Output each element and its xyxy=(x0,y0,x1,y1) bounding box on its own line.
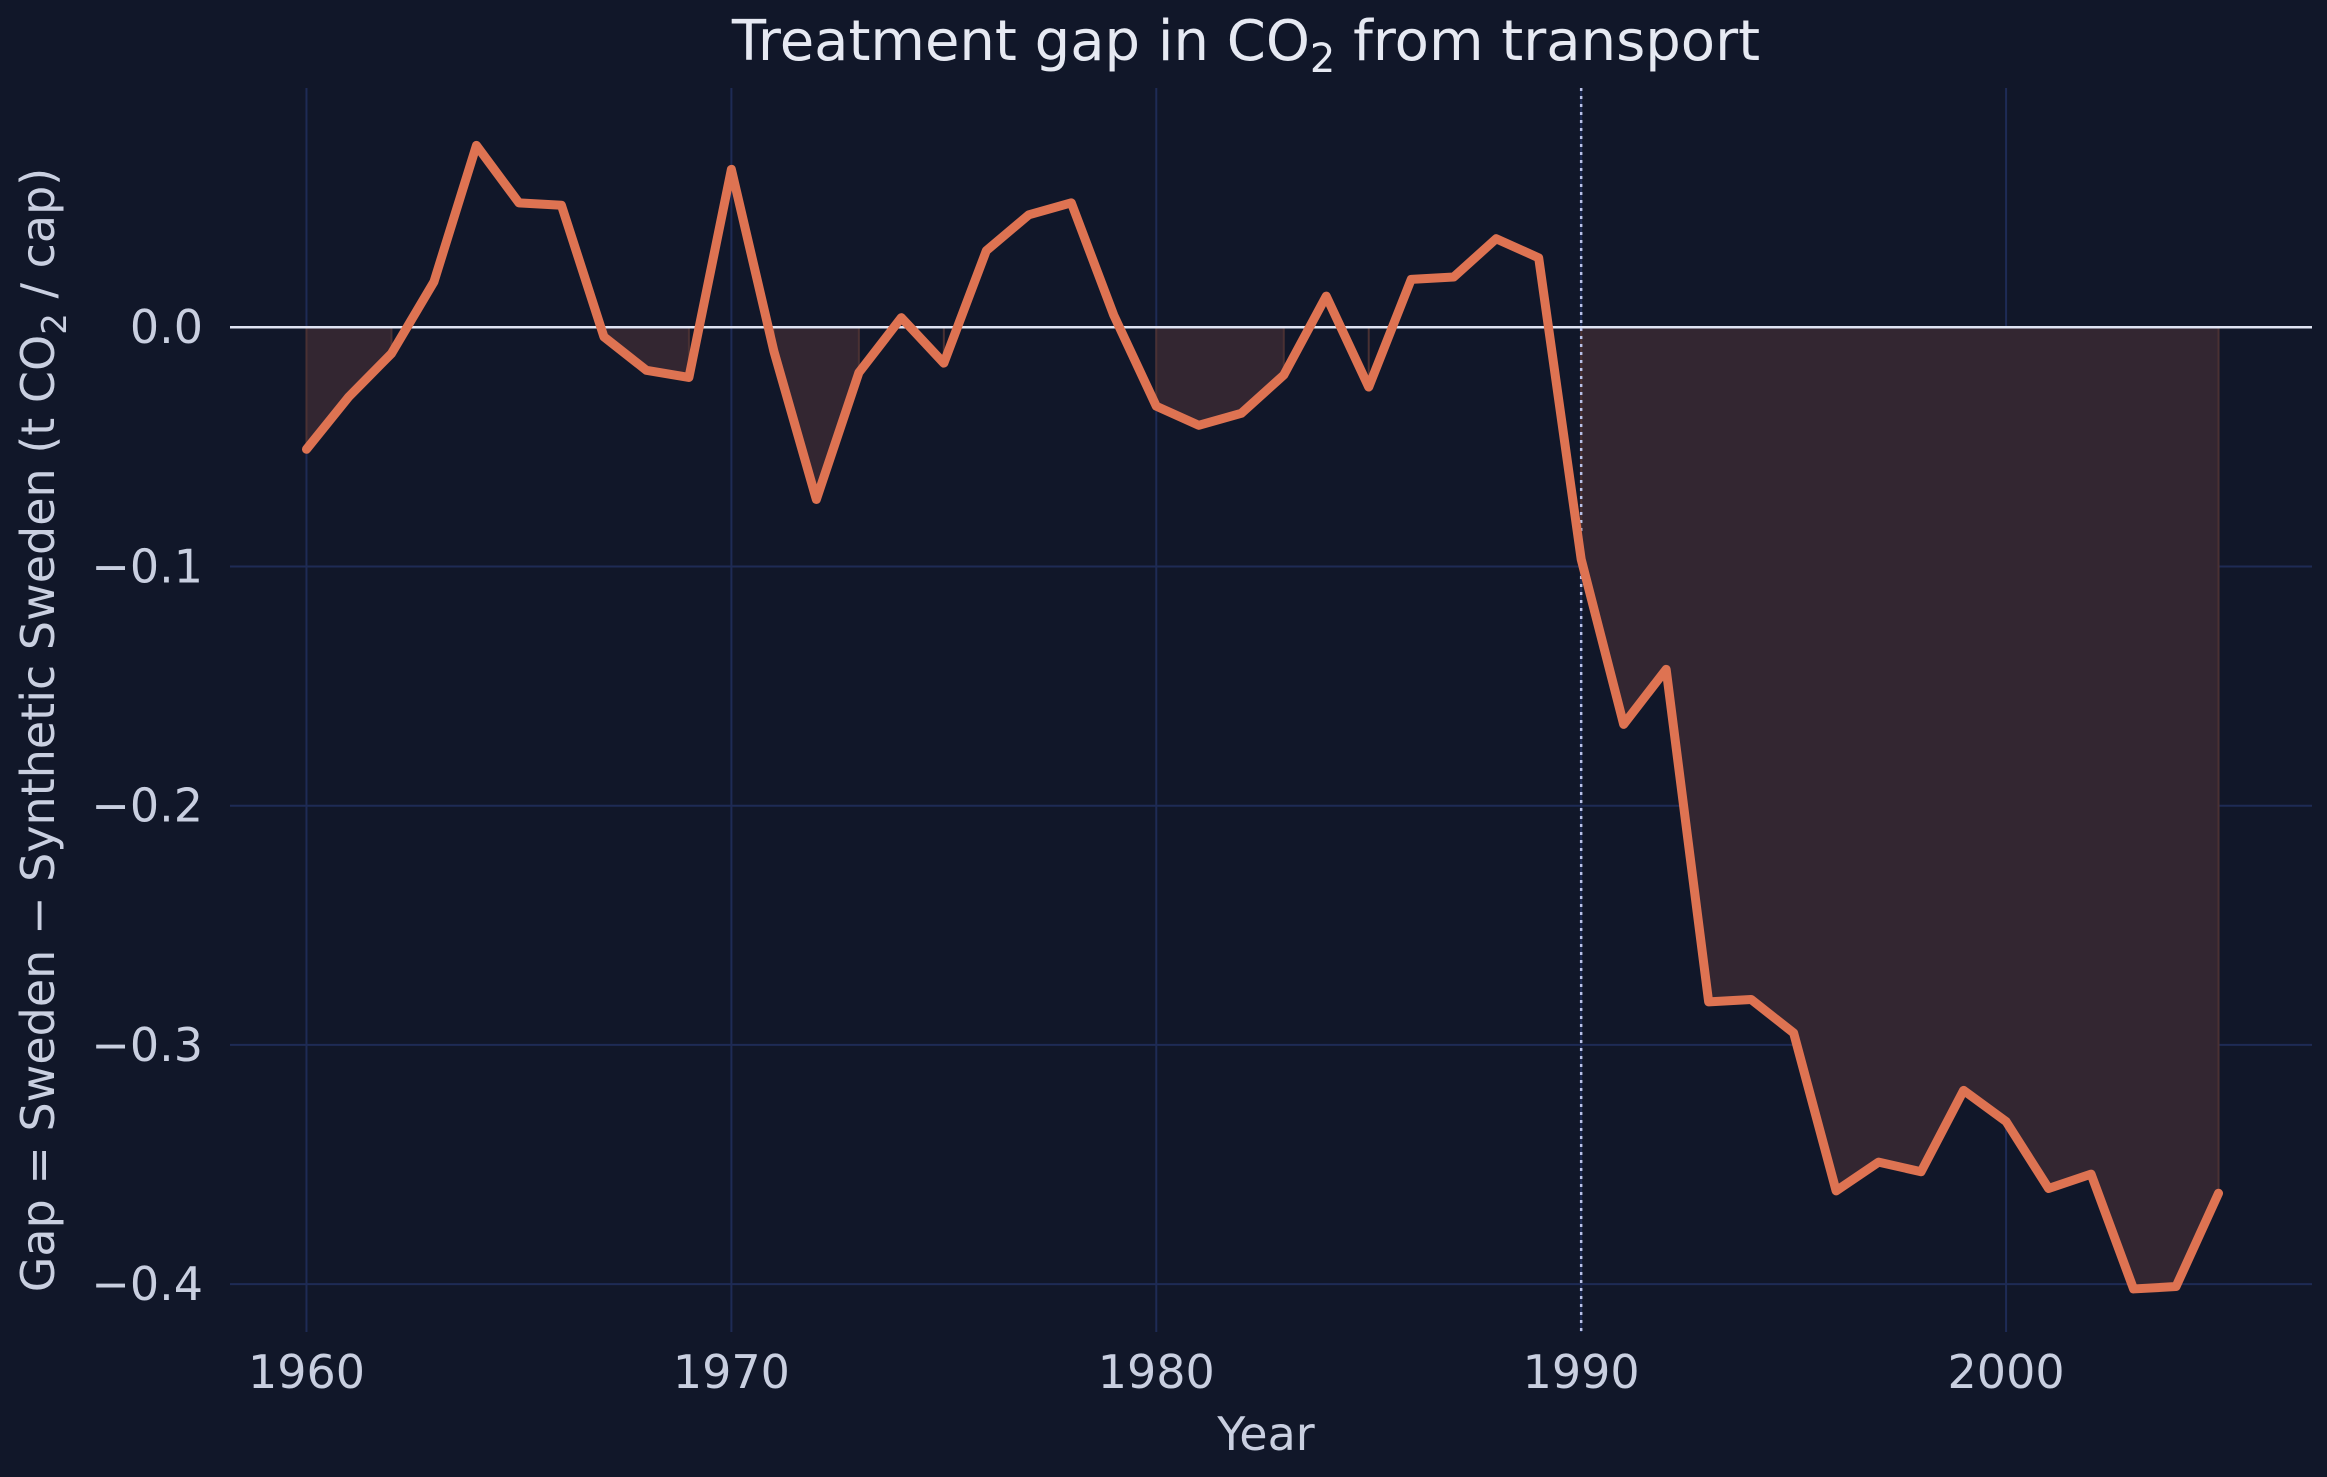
y-tick-label: −0.4 xyxy=(91,1257,203,1311)
chart-title: Treatment gap in CO2 from transport xyxy=(731,9,1760,82)
y-tick-label: −0.2 xyxy=(91,779,203,833)
x-axis-label: Year xyxy=(1216,1407,1314,1461)
y-tick-label: −0.1 xyxy=(91,539,203,593)
y-tick-label: −0.3 xyxy=(91,1018,203,1072)
x-tick-label: 1990 xyxy=(1523,1345,1640,1399)
gap-series-line xyxy=(301,140,2224,1294)
y-axis-label: Gap = Sweden − Synthetic Sweden (t CO2 /… xyxy=(11,168,75,1293)
x-tick-labels: 1960 1970 1980 1990 2000 xyxy=(248,1345,2065,1399)
x-tick-label: 1980 xyxy=(1098,1345,1215,1399)
x-tick-label: 2000 xyxy=(1948,1345,2065,1399)
x-tick-label: 1960 xyxy=(248,1345,365,1399)
y-tick-label: 0.0 xyxy=(130,300,203,354)
y-tick-labels: 0.0 −0.1 −0.2 −0.3 −0.4 xyxy=(91,300,203,1311)
x-tick-label: 1970 xyxy=(673,1345,790,1399)
